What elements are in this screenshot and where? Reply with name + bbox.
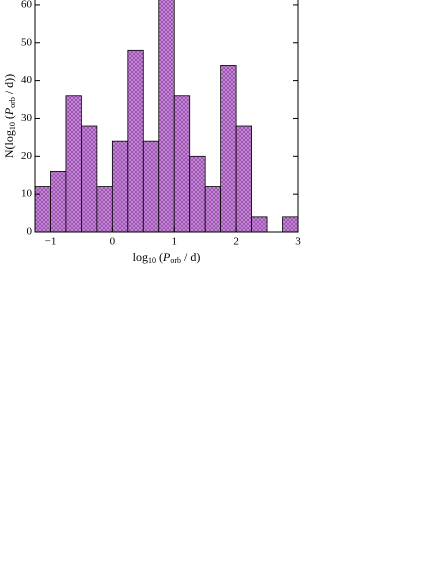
plot-frame <box>34 0 299 233</box>
bar <box>111 140 129 232</box>
x-axis-label-part: ( <box>156 250 163 264</box>
x-axis-label-part: orb <box>170 256 181 265</box>
x-tick-label: 2 <box>233 236 239 248</box>
bars <box>35 0 298 232</box>
y-tick-label: 60 <box>21 0 33 10</box>
y-axis-label: N(log10 (Porb / d)) <box>2 74 17 158</box>
y-axis-label-part: N(log <box>2 130 16 158</box>
bar <box>96 186 113 232</box>
bar <box>81 125 98 232</box>
y-axis-label-part: ( <box>2 115 16 122</box>
bar <box>173 95 191 232</box>
bar <box>220 65 237 232</box>
bar <box>282 216 298 232</box>
bar <box>50 171 67 232</box>
x-tick-label: 0 <box>110 236 116 248</box>
bar <box>251 216 268 232</box>
bar <box>35 186 51 232</box>
y-tick-label: 20 <box>21 150 33 162</box>
y-axis-label-part: P <box>2 107 16 116</box>
x-axis-label-part: P <box>162 250 171 264</box>
x-tick-label: 1 <box>171 236 177 248</box>
y-axis-label-part: / d)) <box>2 74 16 97</box>
bar <box>142 140 160 232</box>
bar <box>65 95 82 232</box>
y-tick-label: 10 <box>21 188 33 200</box>
y-axis-label-part: orb <box>8 97 17 108</box>
x-axis-label-part: / d) <box>181 250 200 264</box>
x-axis-label: log10 (Porb / d) <box>133 250 201 265</box>
y-tick-label: 40 <box>21 74 33 86</box>
y-tick-label: 30 <box>21 112 33 124</box>
bar <box>189 155 206 232</box>
bar <box>235 125 252 232</box>
x-axis-label-part: 10 <box>148 256 156 265</box>
y-tick-label: 50 <box>21 36 33 48</box>
x-axis-label-part: log <box>133 250 148 264</box>
bar <box>127 49 144 232</box>
bar <box>158 0 175 232</box>
x-tick-label: −1 <box>45 236 57 248</box>
x-tick-label: 3 <box>295 236 301 248</box>
y-tick-label: 0 <box>27 226 33 238</box>
y-axis-label-part: 10 <box>8 122 17 130</box>
bar <box>204 186 222 232</box>
